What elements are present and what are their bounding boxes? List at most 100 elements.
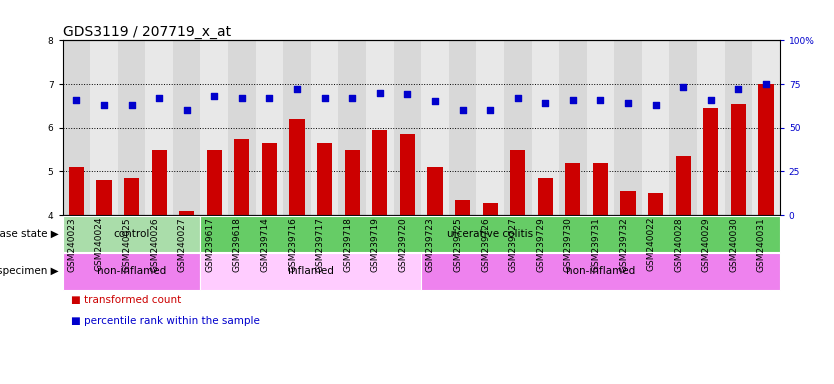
Bar xyxy=(200,253,421,290)
Bar xyxy=(207,149,222,215)
Point xyxy=(676,84,690,91)
Bar xyxy=(697,40,725,215)
Bar xyxy=(538,178,553,215)
Text: GSM239617: GSM239617 xyxy=(205,217,214,272)
Point xyxy=(318,95,331,101)
Bar xyxy=(145,40,173,215)
Bar xyxy=(90,40,118,215)
Bar xyxy=(620,191,636,215)
Point xyxy=(373,90,386,96)
Text: GDS3119 / 207719_x_at: GDS3119 / 207719_x_at xyxy=(63,25,231,39)
Point xyxy=(566,97,580,103)
Bar xyxy=(758,84,774,215)
Point xyxy=(290,86,304,92)
Point xyxy=(235,95,249,101)
Text: GSM239716: GSM239716 xyxy=(288,217,297,272)
Bar xyxy=(510,149,525,215)
Bar xyxy=(366,40,394,215)
Text: ■ transformed count: ■ transformed count xyxy=(71,295,181,305)
Point xyxy=(649,102,662,108)
Point xyxy=(98,102,111,108)
Text: GSM239732: GSM239732 xyxy=(619,217,628,272)
Text: control: control xyxy=(113,229,149,239)
Point xyxy=(208,93,221,99)
Text: GSM240027: GSM240027 xyxy=(178,217,187,271)
Text: GSM239727: GSM239727 xyxy=(509,217,518,272)
Point xyxy=(125,102,138,108)
Point xyxy=(731,86,745,92)
Bar xyxy=(200,216,780,252)
Bar xyxy=(200,40,228,215)
Text: GSM239731: GSM239731 xyxy=(591,217,600,272)
Bar xyxy=(648,193,663,215)
Bar xyxy=(455,200,470,215)
Bar xyxy=(173,40,200,215)
Text: disease state ▶: disease state ▶ xyxy=(0,229,58,239)
Bar xyxy=(311,40,339,215)
Bar xyxy=(63,40,90,215)
Bar xyxy=(97,180,112,215)
Bar xyxy=(256,40,284,215)
Text: specimen ▶: specimen ▶ xyxy=(0,266,58,276)
Bar xyxy=(124,178,139,215)
Bar xyxy=(703,108,718,215)
Bar xyxy=(615,40,642,215)
Text: non-inflamed: non-inflamed xyxy=(565,266,636,276)
Point xyxy=(153,95,166,101)
Text: GSM239718: GSM239718 xyxy=(344,217,352,272)
Bar xyxy=(68,167,84,215)
Text: GSM239618: GSM239618 xyxy=(233,217,242,272)
Bar xyxy=(289,119,304,215)
Bar xyxy=(317,143,332,215)
Text: GSM240028: GSM240028 xyxy=(674,217,683,271)
Point xyxy=(400,91,414,98)
Bar xyxy=(670,40,697,215)
Text: GSM240026: GSM240026 xyxy=(150,217,159,271)
Text: GSM239719: GSM239719 xyxy=(371,217,379,272)
Bar xyxy=(476,40,504,215)
Bar xyxy=(339,40,366,215)
Bar xyxy=(725,40,752,215)
Bar xyxy=(752,40,780,215)
Bar xyxy=(676,156,691,215)
Text: GSM240029: GSM240029 xyxy=(702,217,711,271)
Text: GSM239725: GSM239725 xyxy=(454,217,463,272)
Bar xyxy=(586,40,615,215)
Text: GSM239723: GSM239723 xyxy=(426,217,435,272)
Bar xyxy=(565,163,580,215)
Bar xyxy=(118,40,145,215)
Text: GSM240031: GSM240031 xyxy=(757,217,766,272)
Text: GSM239726: GSM239726 xyxy=(481,217,490,272)
Text: GSM240022: GSM240022 xyxy=(646,217,656,271)
Bar xyxy=(63,253,200,290)
Point xyxy=(594,97,607,103)
Bar xyxy=(394,40,421,215)
Text: GSM240025: GSM240025 xyxy=(123,217,132,271)
Point xyxy=(180,107,193,113)
Point xyxy=(263,95,276,101)
Point xyxy=(539,100,552,106)
Text: ■ percentile rank within the sample: ■ percentile rank within the sample xyxy=(71,316,259,326)
Bar xyxy=(234,139,249,215)
Point xyxy=(345,95,359,101)
Text: GSM239720: GSM239720 xyxy=(399,217,407,272)
Bar xyxy=(421,253,780,290)
Text: GSM240023: GSM240023 xyxy=(68,217,77,271)
Text: inflamed: inflamed xyxy=(288,266,334,276)
Bar xyxy=(63,216,200,252)
Point xyxy=(621,100,635,106)
Bar xyxy=(344,149,359,215)
Bar xyxy=(228,40,256,215)
Bar xyxy=(152,149,167,215)
Bar xyxy=(483,203,498,215)
Text: ulcerative colitis: ulcerative colitis xyxy=(447,229,533,239)
Text: GSM239730: GSM239730 xyxy=(564,217,573,272)
Bar xyxy=(593,163,608,215)
Bar xyxy=(449,40,476,215)
Point xyxy=(704,97,717,103)
Point xyxy=(70,97,83,103)
Bar xyxy=(262,143,277,215)
Bar xyxy=(427,167,443,215)
Point xyxy=(484,107,497,113)
Bar xyxy=(179,211,194,215)
